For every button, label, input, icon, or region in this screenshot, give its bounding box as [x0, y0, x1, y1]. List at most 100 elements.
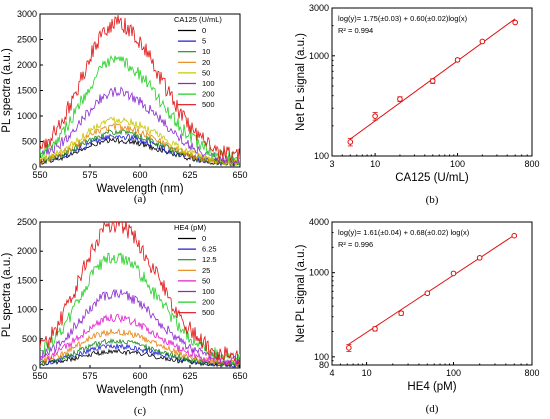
- data-point: [454, 57, 461, 63]
- data-point: [476, 255, 483, 261]
- legend-entry: 12.5: [202, 255, 217, 264]
- series-line-500: [40, 15, 240, 161]
- y-axis-label: PL spectra (a.u.): [1, 48, 13, 133]
- series-line-50: [40, 115, 240, 166]
- x-tick-label: 550: [32, 170, 47, 180]
- legend-entry: 200: [202, 90, 215, 99]
- x-tick-label: 650: [232, 371, 247, 381]
- series-line-500: [40, 222, 240, 366]
- x-tick-label: 10: [362, 368, 372, 378]
- y-tick-label: 1500: [17, 86, 37, 96]
- data-point: [397, 96, 403, 102]
- series-line-100: [40, 86, 240, 165]
- y-tick-label: 0: [32, 162, 37, 172]
- fit-equation: log(y)= 1.61(±0.04) + 0.68(±0.02) log(x): [338, 228, 470, 237]
- y-tick-label: 2000: [17, 246, 37, 256]
- legend-entry: 0: [202, 26, 206, 35]
- legend-title: CA125 (U/mL): [174, 15, 222, 24]
- x-tick-label: 800: [524, 368, 539, 378]
- data-point: [424, 290, 431, 297]
- data-point: [479, 38, 486, 45]
- y-axis-label: Net PL signal (a.u.): [295, 244, 307, 342]
- x-axis-label: Wavelength (nm): [96, 384, 183, 396]
- legend-entry: 500: [202, 308, 215, 317]
- r-squared: R² = 0.994: [338, 26, 373, 35]
- x-tick-label: 10: [370, 159, 380, 169]
- x-axis-label: HE4 (pM): [407, 381, 456, 393]
- data-point: [429, 78, 436, 84]
- x-tick-label: 575: [82, 170, 97, 180]
- x-axis-label: CA125 (U/mL): [395, 172, 469, 184]
- x-tick-label: 550: [32, 371, 47, 381]
- legend-entry: 50: [202, 276, 210, 285]
- panel-label: (c): [134, 405, 147, 417]
- data-point: [398, 310, 404, 317]
- data-point: [346, 345, 352, 351]
- y-tick-label: 3000: [309, 3, 329, 13]
- legend-entry: 100: [202, 287, 215, 296]
- x-tick-label: 625: [182, 371, 197, 381]
- y-tick-label: 100: [314, 352, 329, 362]
- x-tick-label: 100: [446, 368, 461, 378]
- data-point: [450, 270, 457, 277]
- y-tick-label: 2000: [17, 60, 37, 70]
- y-tick-label: 1000: [309, 51, 329, 61]
- series-line-25: [40, 328, 240, 368]
- x-axis-label: Wavelength (nm): [96, 183, 183, 195]
- x-tick-label: 600: [132, 170, 147, 180]
- x-tick-label: 650: [232, 170, 247, 180]
- x-tick-label: 3: [329, 159, 334, 169]
- legend-entry: 5: [202, 37, 206, 46]
- y-tick-label: 0: [32, 363, 37, 373]
- y-tick-label: 1500: [17, 275, 37, 285]
- y-axis-label: PL spectra (a.u.): [1, 253, 13, 338]
- series-group: [40, 15, 240, 167]
- y-tick-label: 500: [22, 334, 37, 344]
- legend-entry: 100: [202, 79, 215, 88]
- y-tick-label: 1000: [17, 305, 37, 315]
- series-line-50: [40, 313, 240, 366]
- fit-line: [348, 234, 515, 345]
- fit-equation: log(y)= 1.75(±0.03) + 0.60(±0.02)log(x): [338, 14, 468, 23]
- panel-b: 3 10 100 800 100 1000 3000 log(y)= 1.75(±0.03) …: [295, 3, 540, 206]
- series-line-200: [40, 252, 240, 366]
- x-tick-label: 575: [82, 371, 97, 381]
- legend-entry: 20: [202, 58, 210, 67]
- legend-entry: 6.25: [202, 245, 217, 254]
- y-tick-label: 2500: [17, 217, 37, 227]
- x-tick-label: 600: [132, 371, 147, 381]
- panel-c: 550 575 600 625 65005001000150020002500Wavel…: [1, 217, 248, 417]
- x-tick-label: 625: [182, 170, 197, 180]
- data-point: [372, 113, 378, 119]
- x-tick-label: 100: [450, 159, 465, 169]
- y-tick-label: 1000: [309, 268, 329, 278]
- series-line-12.5: [40, 337, 240, 368]
- legend-entry: 0: [202, 234, 206, 243]
- panel-label: (b): [426, 194, 439, 206]
- y-tick-label: 100: [314, 151, 329, 161]
- y-tick-label: 2500: [17, 35, 37, 45]
- series-line-0: [40, 348, 240, 368]
- y-tick-label: 3000: [17, 9, 37, 19]
- legend-entry: 500: [202, 100, 215, 109]
- y-tick-label: 500: [22, 137, 37, 147]
- series-group: [40, 222, 240, 368]
- data-point: [372, 326, 378, 332]
- y-tick-label: 80: [319, 360, 329, 370]
- y-axis-label: Net PL signal (a.u.): [295, 33, 307, 131]
- panel-label: (d): [426, 403, 439, 415]
- data-point: [347, 139, 354, 145]
- legend-entry: 200: [202, 298, 215, 307]
- data-point: [511, 232, 518, 239]
- panel-label: (a): [134, 193, 147, 205]
- x-tick-label: 800: [524, 159, 539, 169]
- y-tick-label: 4000: [309, 217, 329, 227]
- plot-frame: [331, 221, 533, 366]
- legend-entry: 10: [202, 47, 210, 56]
- series-line-5: [40, 133, 240, 167]
- y-tick-label: 1000: [17, 111, 37, 121]
- data-point: [512, 19, 518, 26]
- r-squared: R² = 0.996: [338, 240, 373, 249]
